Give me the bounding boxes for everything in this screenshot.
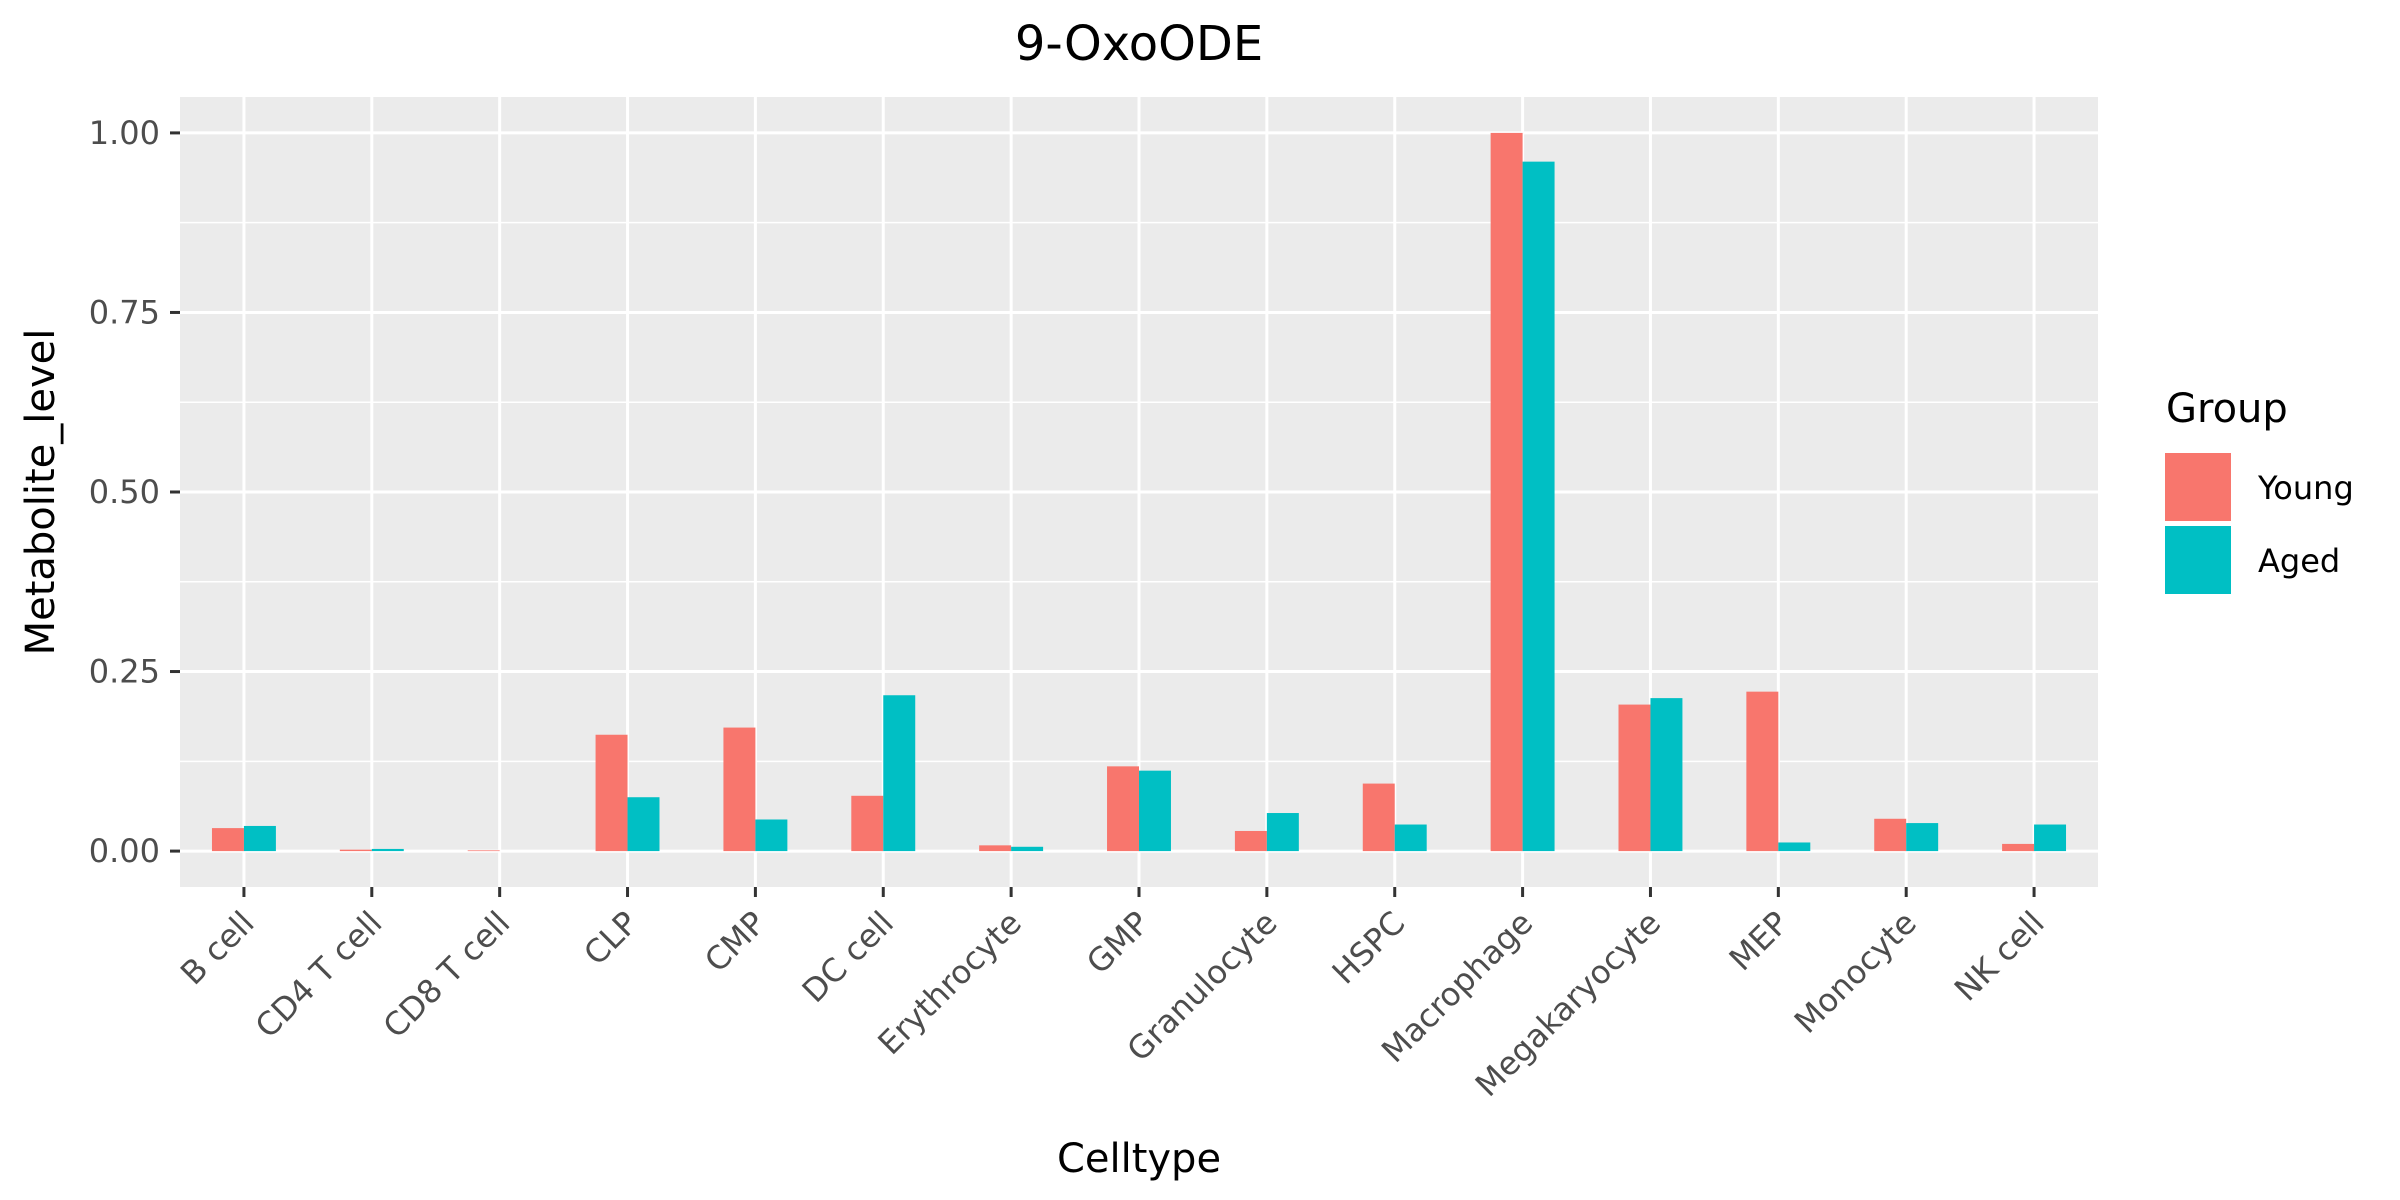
x-tick-label: CD4 T cell xyxy=(248,904,390,1046)
legend-label-aged: Aged xyxy=(2258,542,2340,580)
bar-young xyxy=(339,849,372,852)
y-tick-label: 1.00 xyxy=(89,114,160,152)
legend-key-young xyxy=(2165,453,2231,521)
bar-aged xyxy=(755,819,788,852)
x-tick-label: CD8 T cell xyxy=(376,904,518,1046)
x-tick-label: B cell xyxy=(173,904,262,993)
y-tick-label: 0.75 xyxy=(89,293,160,331)
y-axis-title: Metabolite_level xyxy=(18,329,64,656)
legend: Group Young Aged xyxy=(2165,386,2354,594)
bar-aged xyxy=(627,797,660,852)
bar-young xyxy=(595,734,628,852)
y-tick-label: 0.25 xyxy=(89,653,160,691)
bar-aged xyxy=(883,695,916,852)
y-axis: 0.00 0.25 0.50 0.75 1.00 xyxy=(89,114,180,870)
bar-young xyxy=(1746,691,1779,852)
x-tick-label: Monocyte xyxy=(1787,904,1924,1041)
x-tick-label: CMP xyxy=(697,904,773,980)
bar-aged xyxy=(243,825,276,852)
bar-young xyxy=(723,727,756,852)
x-tick-label: GMP xyxy=(1079,904,1157,982)
bar-young xyxy=(211,828,244,852)
bar-aged xyxy=(1650,698,1683,852)
bar-young xyxy=(467,850,500,852)
bar-aged xyxy=(371,848,404,852)
x-tick-label: HSPC xyxy=(1325,904,1413,992)
bar-young xyxy=(979,845,1012,852)
bar-aged xyxy=(1906,823,1939,852)
x-tick-label: NK cell xyxy=(1947,904,2052,1009)
bar-young xyxy=(2002,843,2035,852)
y-tick-label: 0.50 xyxy=(89,473,160,511)
bar-aged xyxy=(1139,770,1171,852)
x-tick-label: DC cell xyxy=(795,904,901,1010)
bar-aged xyxy=(1778,842,1811,852)
x-tick-label: MEP xyxy=(1722,904,1796,978)
legend-label-young: Young xyxy=(2257,469,2354,507)
bar-aged xyxy=(1266,813,1299,852)
bars xyxy=(211,132,2067,852)
y-tick-label: 0.00 xyxy=(89,832,160,870)
bar-young xyxy=(1490,132,1523,852)
bar-aged xyxy=(2034,824,2067,852)
bar-aged xyxy=(1522,161,1555,852)
bar-young xyxy=(1234,830,1267,852)
x-tick-label: CLP xyxy=(576,904,645,973)
bar-aged xyxy=(1394,824,1427,852)
bar-young xyxy=(851,795,884,852)
legend-title: Group xyxy=(2166,386,2288,432)
legend-key-aged xyxy=(2165,526,2231,594)
bar-young xyxy=(1107,766,1139,852)
chart-title: 9-OxoODE xyxy=(1015,16,1263,72)
bar-young xyxy=(1362,783,1395,852)
bar-young xyxy=(1618,704,1651,852)
bar-aged xyxy=(1011,846,1044,852)
bar-young xyxy=(1874,818,1907,852)
x-axis-title: Celltype xyxy=(1057,1136,1221,1182)
